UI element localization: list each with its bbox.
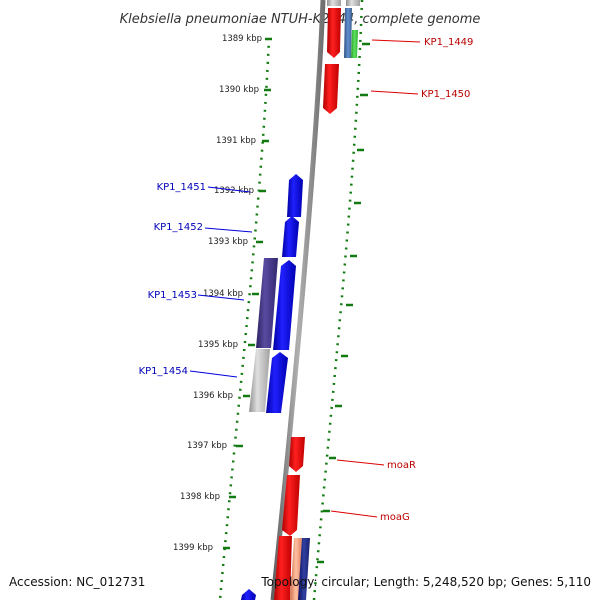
kbp-label: 1391 kbp bbox=[216, 136, 256, 146]
genome-backbone bbox=[270, 0, 326, 600]
gene-feature[interactable] bbox=[351, 30, 358, 58]
gene-feature[interactable] bbox=[289, 437, 305, 472]
outer-dotted-track bbox=[312, 0, 364, 600]
gene-label-moag[interactable]: moaG bbox=[380, 512, 410, 523]
leader-line bbox=[197, 294, 245, 301]
gene-feature[interactable] bbox=[327, 8, 341, 58]
kbp-label: 1398 kbp bbox=[180, 492, 220, 502]
kbp-label: 1393 kbp bbox=[208, 237, 248, 247]
kbp-label: 1390 kbp bbox=[219, 85, 259, 95]
gene-feature[interactable] bbox=[249, 349, 270, 412]
gene-feature[interactable] bbox=[287, 174, 303, 217]
gene-feature[interactable] bbox=[256, 258, 278, 348]
leader-line bbox=[189, 370, 238, 378]
gene-label-moar[interactable]: moaR bbox=[387, 460, 416, 471]
gene-label-kp1-1451[interactable]: KP1_1451 bbox=[157, 182, 206, 193]
ruler-ticks bbox=[223, 37, 272, 550]
gene-label-kp1-1449[interactable]: KP1_1449 bbox=[424, 37, 473, 48]
gene-labels: KP1_1449 KP1_1450 KP1_1451 KP1_1452 KP1_… bbox=[139, 37, 474, 523]
gene-feature[interactable] bbox=[327, 0, 341, 6]
gene-feature[interactable] bbox=[273, 260, 296, 350]
kbp-label: 1396 kbp bbox=[193, 391, 233, 401]
map-title: Klebsiella pneumoniae NTUH-K2044, comple… bbox=[120, 12, 481, 27]
outer-ticks bbox=[317, 42, 370, 564]
forward-strand-genes bbox=[241, 174, 303, 600]
leader-line bbox=[207, 186, 251, 193]
leader-line bbox=[370, 90, 419, 95]
gene-feature[interactable] bbox=[298, 538, 310, 600]
gene-label-kp1-1453[interactable]: KP1_1453 bbox=[148, 290, 197, 301]
gene-label-kp1-1452[interactable]: KP1_1452 bbox=[154, 222, 203, 233]
gene-feature[interactable] bbox=[274, 536, 292, 600]
gene-label-kp1-1450[interactable]: KP1_1450 bbox=[421, 89, 470, 100]
leader-line bbox=[371, 39, 421, 43]
leader-line bbox=[330, 510, 378, 518]
label-leader-lines bbox=[189, 39, 421, 518]
kbp-label: 1394 kbp bbox=[203, 289, 243, 299]
kbp-label: 1397 kbp bbox=[187, 441, 227, 451]
accession-text: Accession: NC_012731 bbox=[9, 575, 145, 589]
gene-feature[interactable] bbox=[241, 589, 256, 600]
kbp-label: 1399 kbp bbox=[173, 543, 213, 553]
genome-summary-text: Topology: circular; Length: 5,248,520 bp… bbox=[260, 575, 591, 589]
gene-feature[interactable] bbox=[323, 64, 339, 114]
ruler-labels: 1389 kbp 1390 kbp 1391 kbp 1392 kbp 1393… bbox=[173, 34, 262, 553]
gene-feature[interactable] bbox=[282, 475, 300, 536]
gene-feature[interactable] bbox=[346, 0, 360, 6]
leader-line bbox=[336, 459, 385, 466]
gene-feature[interactable] bbox=[344, 8, 352, 58]
gene-label-kp1-1454[interactable]: KP1_1454 bbox=[139, 366, 188, 377]
gene-feature[interactable] bbox=[282, 216, 299, 257]
kbp-label: 1395 kbp bbox=[198, 340, 238, 350]
reverse-strand-genes bbox=[274, 0, 360, 600]
kbp-label: 1392 kbp bbox=[214, 186, 254, 196]
leader-line bbox=[204, 227, 253, 233]
kbp-label: 1389 kbp bbox=[222, 34, 262, 44]
gene-feature[interactable] bbox=[266, 352, 288, 413]
